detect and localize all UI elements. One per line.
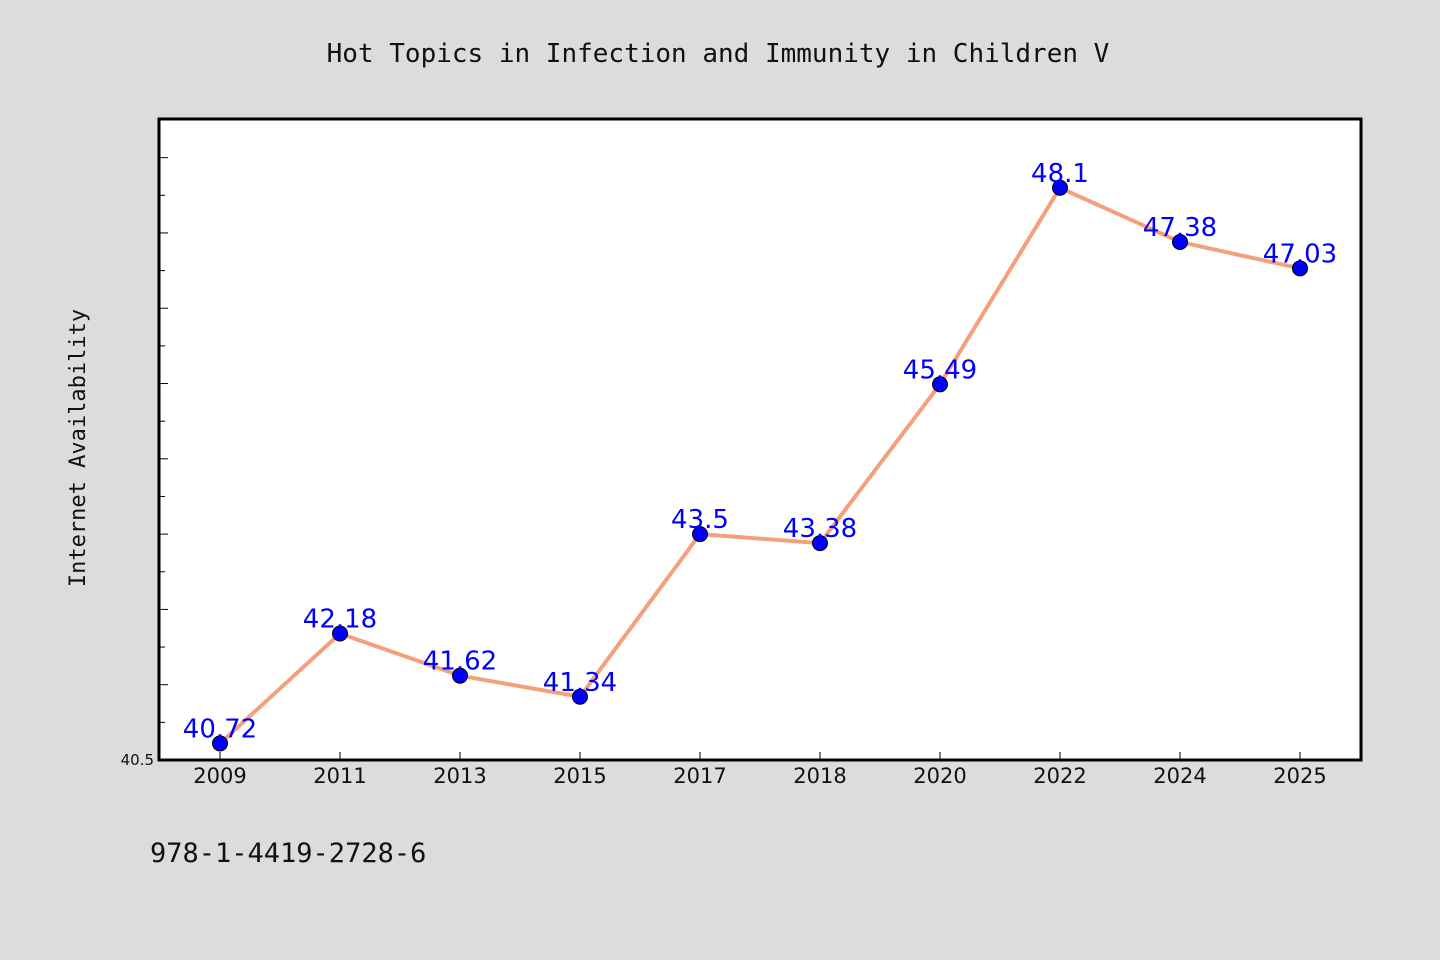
x-tick-label: 2015 (553, 764, 606, 788)
data-point (812, 535, 828, 552)
data-point (1172, 233, 1188, 250)
x-tick-label: 2022 (1033, 764, 1086, 788)
x-tick-label: 2011 (313, 764, 366, 788)
x-tick-label: 2013 (433, 764, 486, 788)
x-tick-label: 2024 (1153, 764, 1206, 788)
x-tick-label: 2020 (913, 764, 966, 788)
data-label: 48.1 (1031, 159, 1089, 189)
data-point (212, 735, 228, 752)
data-labels-group: 40.72 42.18 41.62 41.34 43.5 43.38 45.49 48.1 47… (183, 159, 1337, 745)
y-axis-ticks: 40.5 (121, 119, 168, 769)
x-tick-label: 2025 (1273, 764, 1326, 788)
data-markers (212, 179, 1308, 752)
data-label: 42.18 (303, 605, 377, 635)
data-point (1052, 179, 1068, 196)
x-tick-label: 2009 (193, 764, 246, 788)
data-point (932, 376, 948, 393)
plot-area (157, 117, 1363, 762)
series-line (218, 185, 1301, 745)
chart-title: Hot Topics in Infection and Immunity in … (327, 39, 1110, 69)
y-tick-label: 40.5 (121, 751, 154, 769)
x-axis-ticks: 2009 2011 2013 2015 2017 2018 2020 2022 2024 2025 (193, 752, 1327, 788)
data-label: 47.03 (1263, 239, 1337, 269)
data-point (332, 625, 348, 642)
series-line-group (218, 185, 1301, 745)
data-point (692, 526, 708, 543)
data-label: 41.34 (543, 668, 617, 698)
data-label: 45.49 (903, 355, 977, 385)
data-point (452, 667, 468, 684)
data-point (572, 688, 588, 705)
x-tick-label: 2018 (793, 764, 846, 788)
data-point (1292, 260, 1308, 277)
data-label: 40.72 (183, 714, 257, 744)
data-label: 43.5 (671, 505, 729, 535)
isbn-footer: 978-1-4419-2728-6 (150, 838, 426, 869)
x-tick-label: 2017 (673, 764, 726, 788)
data-label: 41.62 (423, 647, 497, 677)
data-label: 43.38 (783, 514, 857, 544)
data-label: 47.38 (1143, 213, 1217, 243)
y-axis-label: Internet Availability (66, 309, 91, 587)
